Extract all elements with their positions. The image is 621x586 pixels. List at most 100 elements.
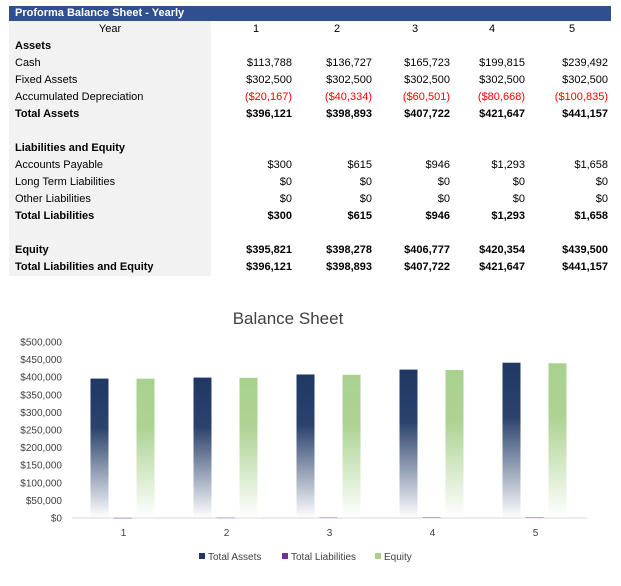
bar-total-assets [399, 369, 418, 518]
table-cell: $0 [359, 193, 372, 205]
y-tick-label: $100,000 [20, 478, 62, 489]
table-cell: $0 [512, 193, 525, 205]
table-row: Fixed Assets $302,500 $302,500 $302,500 $302… [9, 72, 611, 89]
row-label: Total Liabilities [9, 208, 211, 225]
legend-label: Total Liabilities [291, 552, 356, 563]
table-cell: $300 [267, 159, 292, 171]
table-cell: $421,647 [479, 261, 525, 273]
table-cell: $1,293 [491, 159, 525, 171]
chart-title: Balance Sheet [233, 309, 344, 328]
year-header-cell: 4 [488, 23, 496, 35]
table-row: Accumulated Depreciation ($20,167) ($40,33… [9, 89, 611, 106]
legend-swatch [282, 553, 288, 559]
y-tick-label: $0 [51, 514, 63, 525]
table-cell: $199,815 [479, 57, 525, 69]
table-cell: $946 [425, 159, 450, 171]
bar-total-assets [502, 362, 521, 518]
bar-total-liabilities [525, 517, 544, 519]
row-label: Long Term Liabilities [9, 174, 211, 191]
table-cell: $0 [279, 193, 292, 205]
row-label: Cash [9, 55, 211, 72]
table-cell: $946 [425, 210, 450, 222]
legend-swatch [375, 553, 381, 559]
bar-total-liabilities [422, 517, 441, 519]
y-tick-label: $350,000 [20, 390, 62, 401]
table-cell: ($80,668) [477, 91, 525, 103]
table-cell: $113,788 [246, 57, 292, 69]
table-cell: $1,658 [574, 210, 608, 222]
table-cell: $0 [279, 176, 292, 188]
table-cell: ($100,835) [554, 91, 608, 103]
table-cell: $1,293 [491, 210, 525, 222]
year-header-row: Year 1 2 3 4 5 [9, 21, 611, 38]
bar-equity [548, 363, 567, 518]
table-row: Long Term Liabilities $0 $0 $0 $0 $0 [9, 174, 611, 191]
legend-label: Equity [384, 552, 412, 563]
y-tick-label: $200,000 [20, 443, 62, 454]
table-cell: $0 [437, 193, 450, 205]
table-row: Total Liabilities $300 $615 $946 $1,293 $1,65… [9, 208, 611, 225]
sheet-title: Proforma Balance Sheet - Yearly [9, 6, 611, 21]
table-cell: $302,500 [404, 74, 450, 86]
balance-sheet-chart: Balance Sheet $0 $50,000 $100,000 $150,000 $2… [0, 300, 621, 586]
table-cell: $406,777 [404, 244, 450, 256]
table-cell: $395,821 [246, 244, 292, 256]
bar-total-liabilities [113, 517, 132, 519]
x-tick-label: 1 [121, 528, 127, 539]
table-cell: $396,121 [246, 261, 292, 273]
row-label: Liabilities and Equity [9, 140, 211, 157]
table-cell: $0 [512, 176, 525, 188]
y-tick-label: $500,000 [20, 338, 62, 349]
year-header-cell: 2 [333, 23, 341, 35]
table-cell: $615 [347, 210, 372, 222]
table-row: Liabilities and Equity [9, 140, 611, 157]
year-header-cell: 1 [252, 23, 260, 35]
table-row: Total Liabilities and Equity $396,121 $398… [9, 259, 611, 276]
row-label: Total Liabilities and Equity [9, 259, 211, 276]
table-cell: $421,647 [479, 108, 525, 120]
table-cell: $302,500 [562, 74, 608, 86]
year-header-label: Year [9, 21, 211, 38]
table-cell: $439,500 [562, 244, 608, 256]
table-cell: $300 [267, 210, 292, 222]
table-row: Accounts Payable $300 $615 $946 $1,293 $1,658 [9, 157, 611, 174]
table-row: Other Liabilities $0 $0 $0 $0 $0 [9, 191, 611, 208]
table-row: Assets [9, 38, 611, 55]
table-cell: $165,723 [404, 57, 450, 69]
bar-total-liabilities [319, 517, 338, 519]
table-row: Equity $395,821 $398,278 $406,777 $420,354 $4… [9, 242, 611, 259]
table-cell: $396,121 [246, 108, 292, 120]
bar-total-assets [90, 378, 109, 518]
table-cell: $441,157 [562, 261, 608, 273]
table-row [9, 225, 611, 242]
table-cell: $398,893 [326, 261, 372, 273]
table-row: Cash $113,788 $136,727 $165,723 $199,815 $239… [9, 55, 611, 72]
row-label: Other Liabilities [9, 191, 211, 208]
row-label: Assets [9, 38, 211, 55]
year-header-cell: 3 [411, 23, 419, 35]
y-tick-label: $400,000 [20, 373, 62, 384]
table-row: Total Assets $396,121 $398,893 $407,722 $421… [9, 106, 611, 123]
bar-total-assets [296, 374, 315, 518]
y-tick-label: $150,000 [20, 461, 62, 472]
legend-swatch [199, 553, 205, 559]
table-cell: $0 [359, 176, 372, 188]
table-cell: $398,278 [326, 244, 372, 256]
table-cell: $398,893 [326, 108, 372, 120]
y-tick-label: $250,000 [20, 426, 62, 437]
table-cell: $0 [595, 193, 608, 205]
year-header-cell: 5 [568, 23, 576, 35]
x-tick-label: 4 [430, 528, 436, 539]
table-cell: $407,722 [404, 108, 450, 120]
sheet-rows: Year 1 2 3 4 5 Assets Cash $113,788 $136,727 $165,… [9, 21, 611, 276]
table-cell: $1,658 [574, 159, 608, 171]
table-cell: ($40,334) [324, 91, 372, 103]
y-tick-label: $50,000 [26, 496, 63, 507]
y-tick-label: $450,000 [20, 355, 62, 366]
bar-total-assets [193, 377, 212, 518]
y-tick-label: $300,000 [20, 408, 62, 419]
row-label [9, 225, 211, 242]
row-label: Equity [9, 242, 211, 259]
row-label: Accounts Payable [9, 157, 211, 174]
table-cell: $239,492 [562, 57, 608, 69]
